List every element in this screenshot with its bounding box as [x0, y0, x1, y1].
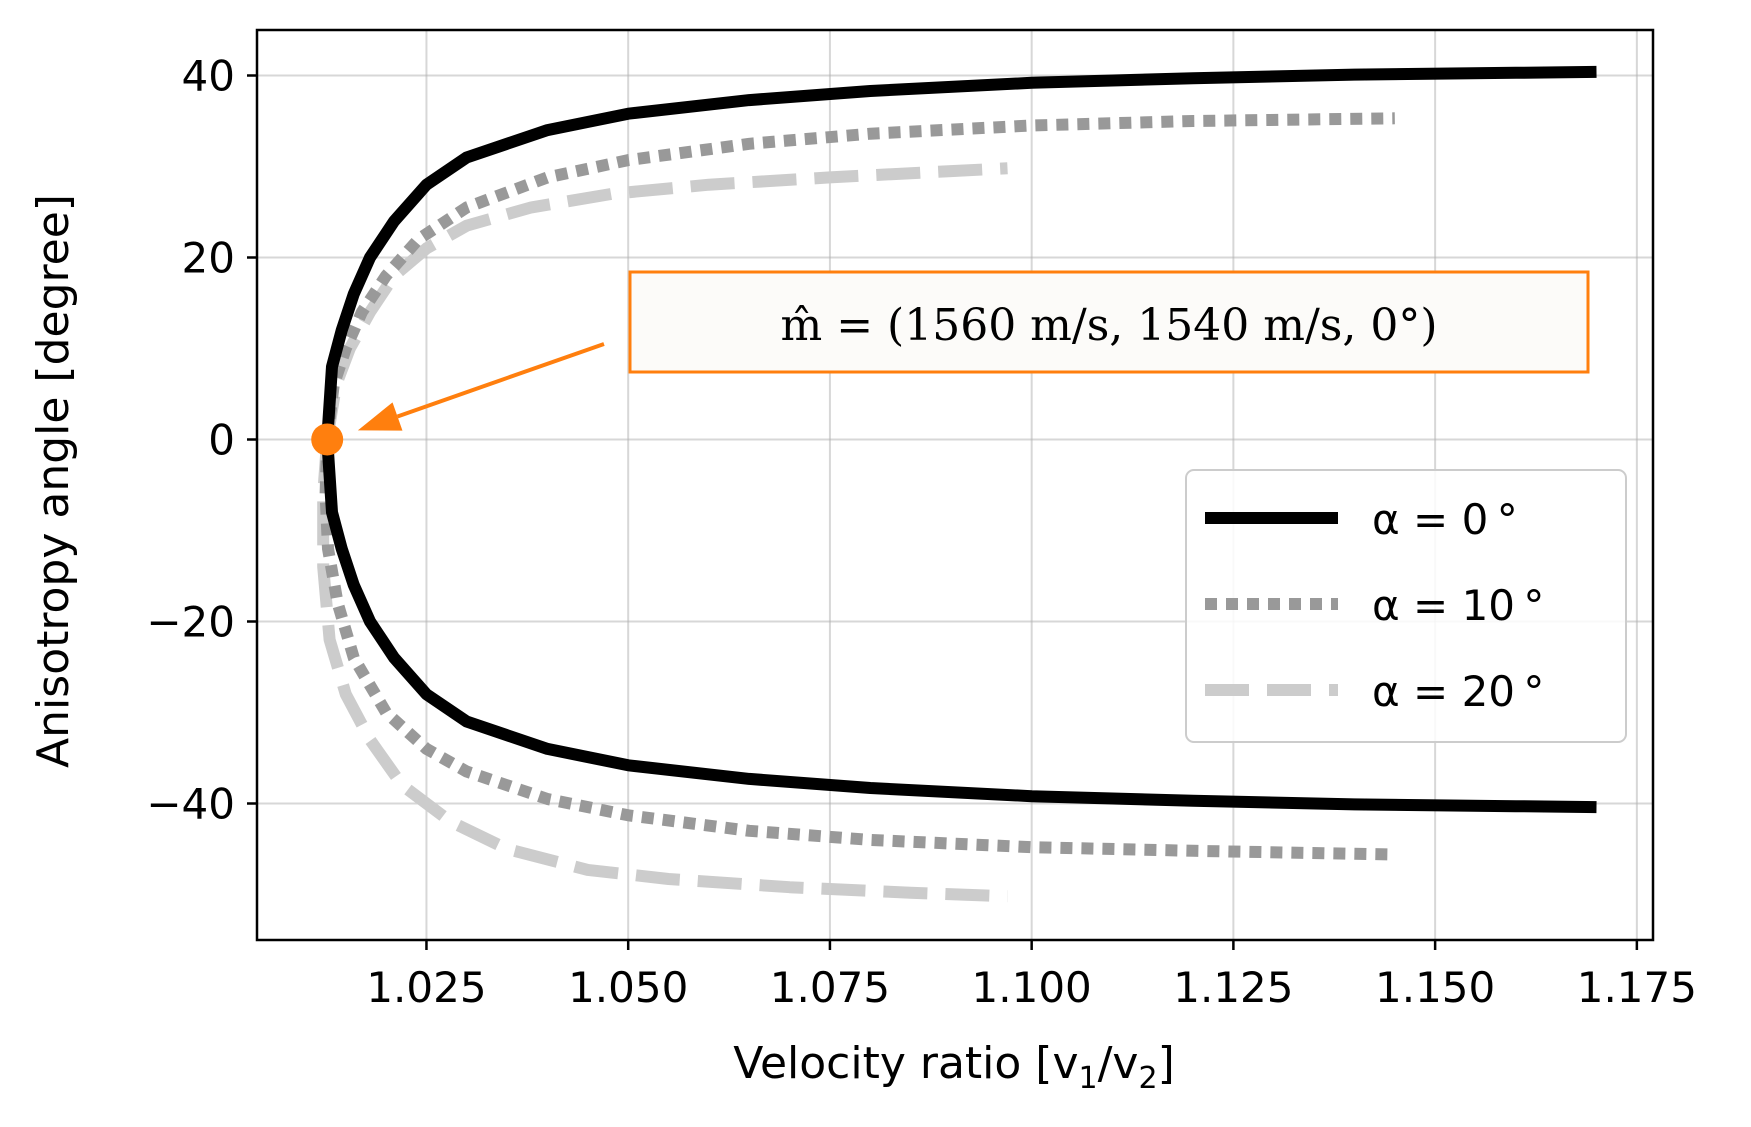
x-tick-label: 1.050 [568, 963, 688, 1012]
plot-frame [255, 28, 1655, 942]
legend-label-alpha-10: α = 10 ° [1372, 581, 1544, 630]
legend-label-alpha-20: α = 20 ° [1372, 667, 1544, 716]
x-tick-label: 1.100 [972, 963, 1092, 1012]
y-tick-label: 20 [182, 234, 235, 283]
y-axis-label: Anisotropy angle [degree] [28, 194, 79, 768]
series-line-solid-upper [321, 65, 1597, 440]
series-line-dashed-lower [317, 439, 1008, 903]
y-tick-label: 0 [208, 416, 235, 465]
legend-label-alpha-0: α = 0 ° [1372, 495, 1518, 544]
y-tick-label: −20 [146, 598, 235, 647]
annotation: m̂ = (1560 m/s, 1540 m/s, 0°) [357, 270, 1590, 431]
x-tick-label: 1.025 [366, 963, 486, 1012]
legend-box [1185, 469, 1627, 743]
origin-marker [311, 423, 344, 456]
x-tick-label: 1.175 [1577, 963, 1697, 1012]
ticks: 1.025 1.050 1.075 1.100 1.125 1.150 1.175 40 20 0… [146, 52, 1697, 1013]
annotation-box [628, 270, 1590, 374]
series-line-dotted-upper [321, 112, 1395, 441]
legend: α = 0 ° α = 10 ° α = 20 ° [1185, 469, 1627, 743]
series-line-dotted-lower [319, 439, 1395, 861]
annotation-arrowhead [357, 402, 403, 431]
y-tick-label: −40 [146, 780, 235, 829]
annotation-text: m̂ = (1560 m/s, 1540 m/s, 0°) [780, 300, 1437, 351]
series-line-solid-lower [321, 439, 1597, 814]
x-axis-label: Velocity ratio [v1/v2] [733, 1038, 1174, 1096]
x-tick-label: 1.125 [1173, 963, 1293, 1012]
x-tick-label: 1.150 [1375, 963, 1495, 1012]
annotation-arrow [396, 342, 605, 419]
x-tick-label: 1.075 [770, 963, 890, 1012]
series-layer [317, 65, 1597, 903]
y-tick-label: 40 [182, 52, 235, 101]
